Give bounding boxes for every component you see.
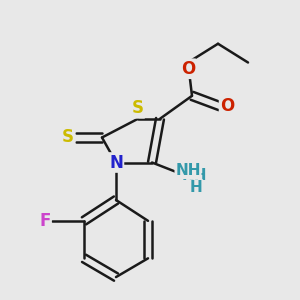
Text: O: O <box>181 60 195 78</box>
Text: O: O <box>220 97 234 115</box>
Text: H: H <box>190 180 202 195</box>
Text: S: S <box>132 99 144 117</box>
Text: N: N <box>109 154 123 172</box>
Text: S: S <box>62 128 74 146</box>
Text: F: F <box>39 212 50 230</box>
Text: NH: NH <box>181 167 207 182</box>
Text: NH: NH <box>175 163 201 178</box>
